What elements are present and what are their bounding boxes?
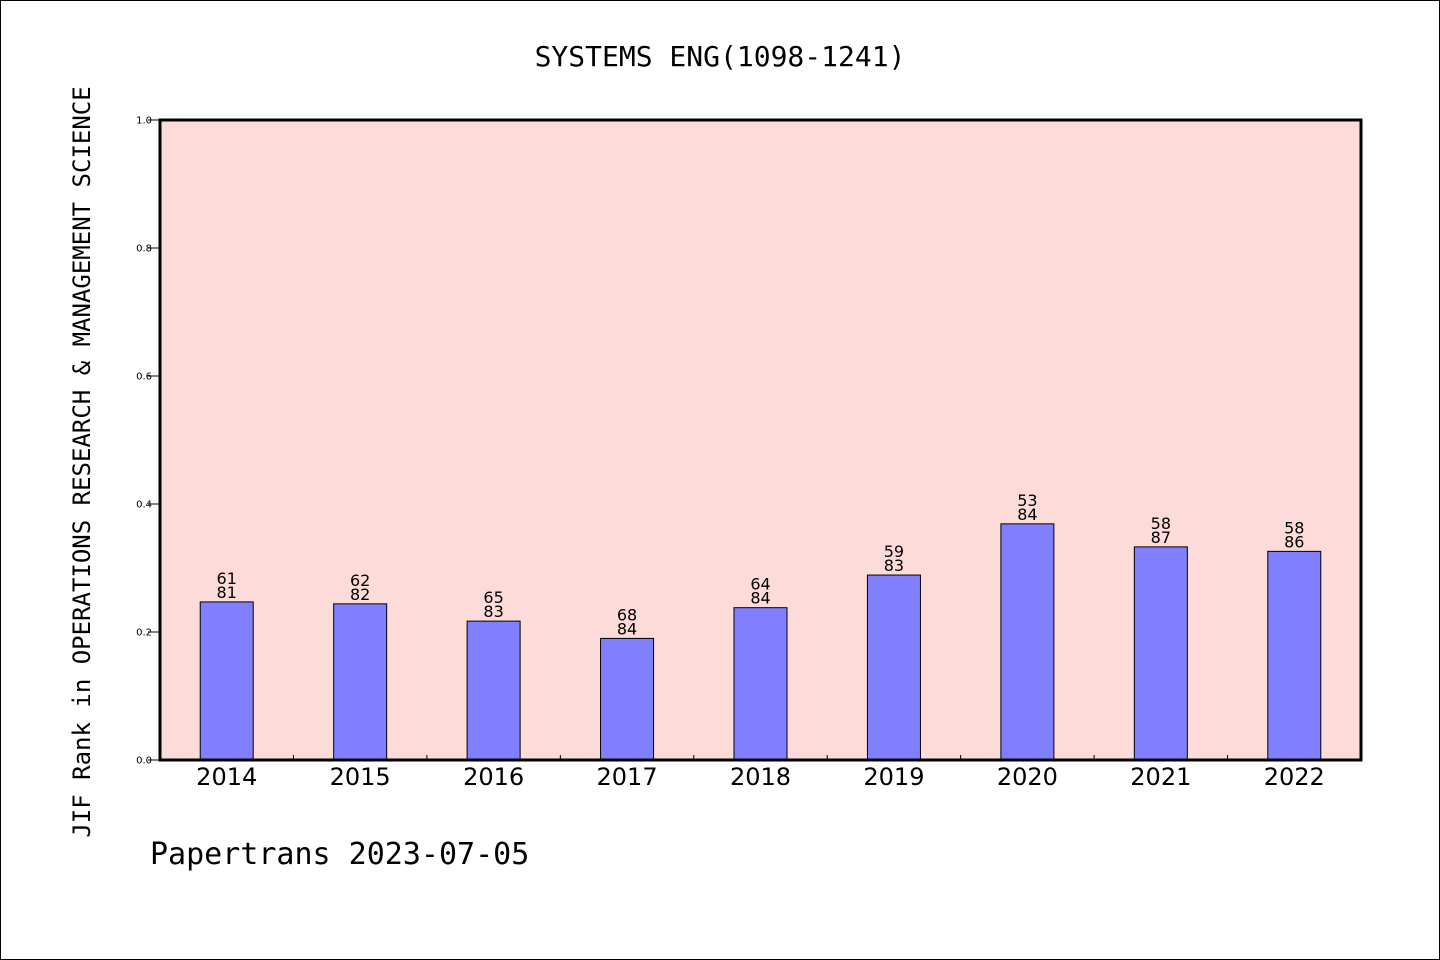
y-tick-label: 0.6 <box>136 372 152 383</box>
bar-2018 <box>733 607 788 761</box>
y-tick-label: 0.4 <box>136 500 152 511</box>
data-label-rank-2021: 58 <box>1151 514 1171 533</box>
y-tick-label: 0.0 <box>136 756 152 767</box>
data-label-rank-2020: 53 <box>1017 491 1037 510</box>
x-tick-label-2019: 2019 <box>863 763 924 791</box>
bar-2015 <box>333 603 388 761</box>
x-tick-label-2017: 2017 <box>597 763 658 791</box>
data-label-total-2015: 82 <box>350 585 370 604</box>
y-tick-label: 1.0 <box>136 116 152 127</box>
footer-text: Papertrans 2023-07-05 <box>150 837 529 872</box>
x-tick-label-2018: 2018 <box>730 763 791 791</box>
y-tick-label: 0.8 <box>136 244 152 255</box>
data-label-rank-2017: 68 <box>617 605 637 624</box>
data-label-total-2022: 86 <box>1284 532 1304 551</box>
data-label-total-2020: 84 <box>1017 505 1037 524</box>
data-label-total-2017: 84 <box>617 619 637 638</box>
x-tick-label-2014: 2014 <box>196 763 257 791</box>
bar-2020 <box>1000 523 1055 761</box>
bar-2022 <box>1267 550 1322 761</box>
x-tick-label-2015: 2015 <box>330 763 391 791</box>
data-label-rank-2019: 59 <box>884 542 904 561</box>
x-tick-label-2016: 2016 <box>463 763 524 791</box>
data-label-total-2014: 81 <box>217 583 237 602</box>
data-label-rank-2014: 61 <box>217 569 237 588</box>
data-label-rank-2015: 62 <box>350 571 370 590</box>
plot-border <box>158 118 1363 762</box>
bar-2017 <box>600 637 655 761</box>
bar-2021 <box>1133 546 1188 761</box>
data-label-rank-2018: 64 <box>750 575 770 594</box>
data-label-rank-2022: 58 <box>1284 518 1304 537</box>
x-tick-label-2022: 2022 <box>1264 763 1325 791</box>
chart-title: SYSTEMS ENG(1098-1241) <box>535 40 906 73</box>
bar-2019 <box>866 574 921 761</box>
y-axis-label: JIF Rank in OPERATIONS RESEARCH & MANAGE… <box>68 86 96 837</box>
data-label-total-2016: 83 <box>483 602 503 621</box>
data-label-total-2021: 87 <box>1151 528 1171 547</box>
y-tick-label: 0.2 <box>136 628 152 639</box>
data-label-total-2019: 83 <box>884 556 904 575</box>
bar-2016 <box>466 620 521 761</box>
data-label-rank-2016: 65 <box>483 588 503 607</box>
bar-2014 <box>199 601 254 761</box>
x-tick-label-2021: 2021 <box>1130 763 1191 791</box>
data-label-total-2018: 84 <box>750 589 770 608</box>
x-tick-label-2020: 2020 <box>997 763 1058 791</box>
